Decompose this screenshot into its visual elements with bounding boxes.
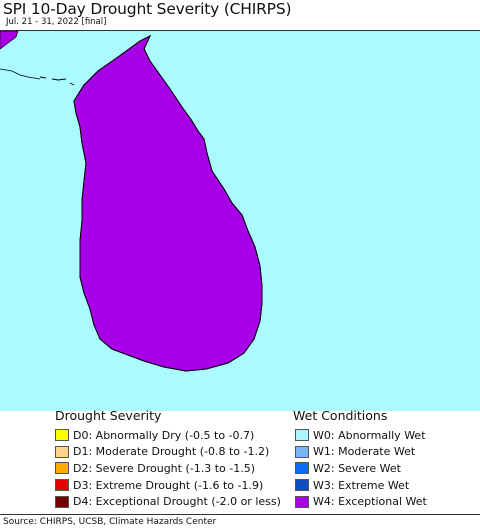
d1-swatch [55, 445, 69, 458]
w0-swatch [295, 429, 309, 441]
legend-item-d4: D4: Exceptional Drought (-2.0 or less) [55, 494, 281, 510]
legend-item-w4: W4: Exceptional Wet [295, 494, 427, 510]
w1-label: W1: Moderate Wet [313, 445, 416, 459]
drought-map [0, 30, 480, 411]
drought-legend-heading: Drought Severity [55, 408, 162, 423]
legend-item-w1: W1: Moderate Wet [295, 444, 427, 460]
d3-label: D3: Extreme Drought (-1.6 to -1.9) [73, 478, 264, 492]
d2-swatch [55, 462, 69, 475]
d3-swatch [55, 479, 69, 492]
legend-item-d3: D3: Extreme Drought (-1.6 to -1.9) [55, 477, 281, 493]
d0-swatch [55, 429, 69, 441]
w4-swatch [295, 495, 309, 508]
w2-swatch [295, 462, 309, 475]
d2-label: D2: Severe Drought (-1.3 to -1.5) [73, 461, 256, 475]
map-date-subtitle: Jul. 21 - 31, 2022 [final] [6, 17, 107, 27]
india-landmass [0, 31, 19, 50]
legend-item-w2: W2: Severe Wet [295, 460, 427, 476]
d1-label: D1: Moderate Drought (-0.8 to -1.2) [73, 445, 270, 459]
legend-item-d2: D2: Severe Drought (-1.3 to -1.5) [55, 460, 281, 476]
wet-legend: W0: Abnormally Wet W1: Moderate Wet W2: … [295, 427, 427, 510]
india-coast-segment [0, 68, 41, 80]
legend-item-w0: W0: Abnormally Wet [295, 427, 427, 443]
legend-item-w3: W3: Extreme Wet [295, 477, 427, 493]
w4-label: W4: Exceptional Wet [313, 495, 427, 509]
d4-swatch [55, 495, 69, 508]
source-credit: Source: CHIRPS, UCSB, Climate Hazards Ce… [0, 514, 480, 530]
w1-swatch [295, 445, 309, 458]
wet-legend-heading: Wet Conditions [293, 408, 388, 423]
d4-label: D4: Exceptional Drought (-2.0 or less) [73, 495, 281, 509]
w3-label: W3: Extreme Wet [313, 478, 410, 492]
w3-swatch [295, 479, 309, 492]
drought-legend: D0: Abnormally Dry (-0.5 to -0.7) D1: Mo… [55, 427, 281, 510]
legend-item-d0: D0: Abnormally Dry (-0.5 to -0.7) [55, 427, 281, 443]
w2-label: W2: Severe Wet [313, 461, 401, 475]
legend-item-d1: D1: Moderate Drought (-0.8 to -1.2) [55, 444, 281, 460]
adams-bridge-islets [39, 76, 75, 86]
w0-label: W0: Abnormally Wet [313, 428, 426, 442]
map-title: SPI 10-Day Drought Severity (CHIRPS) [3, 0, 292, 18]
d0-label: D0: Abnormally Dry (-0.5 to -0.7) [73, 428, 255, 442]
